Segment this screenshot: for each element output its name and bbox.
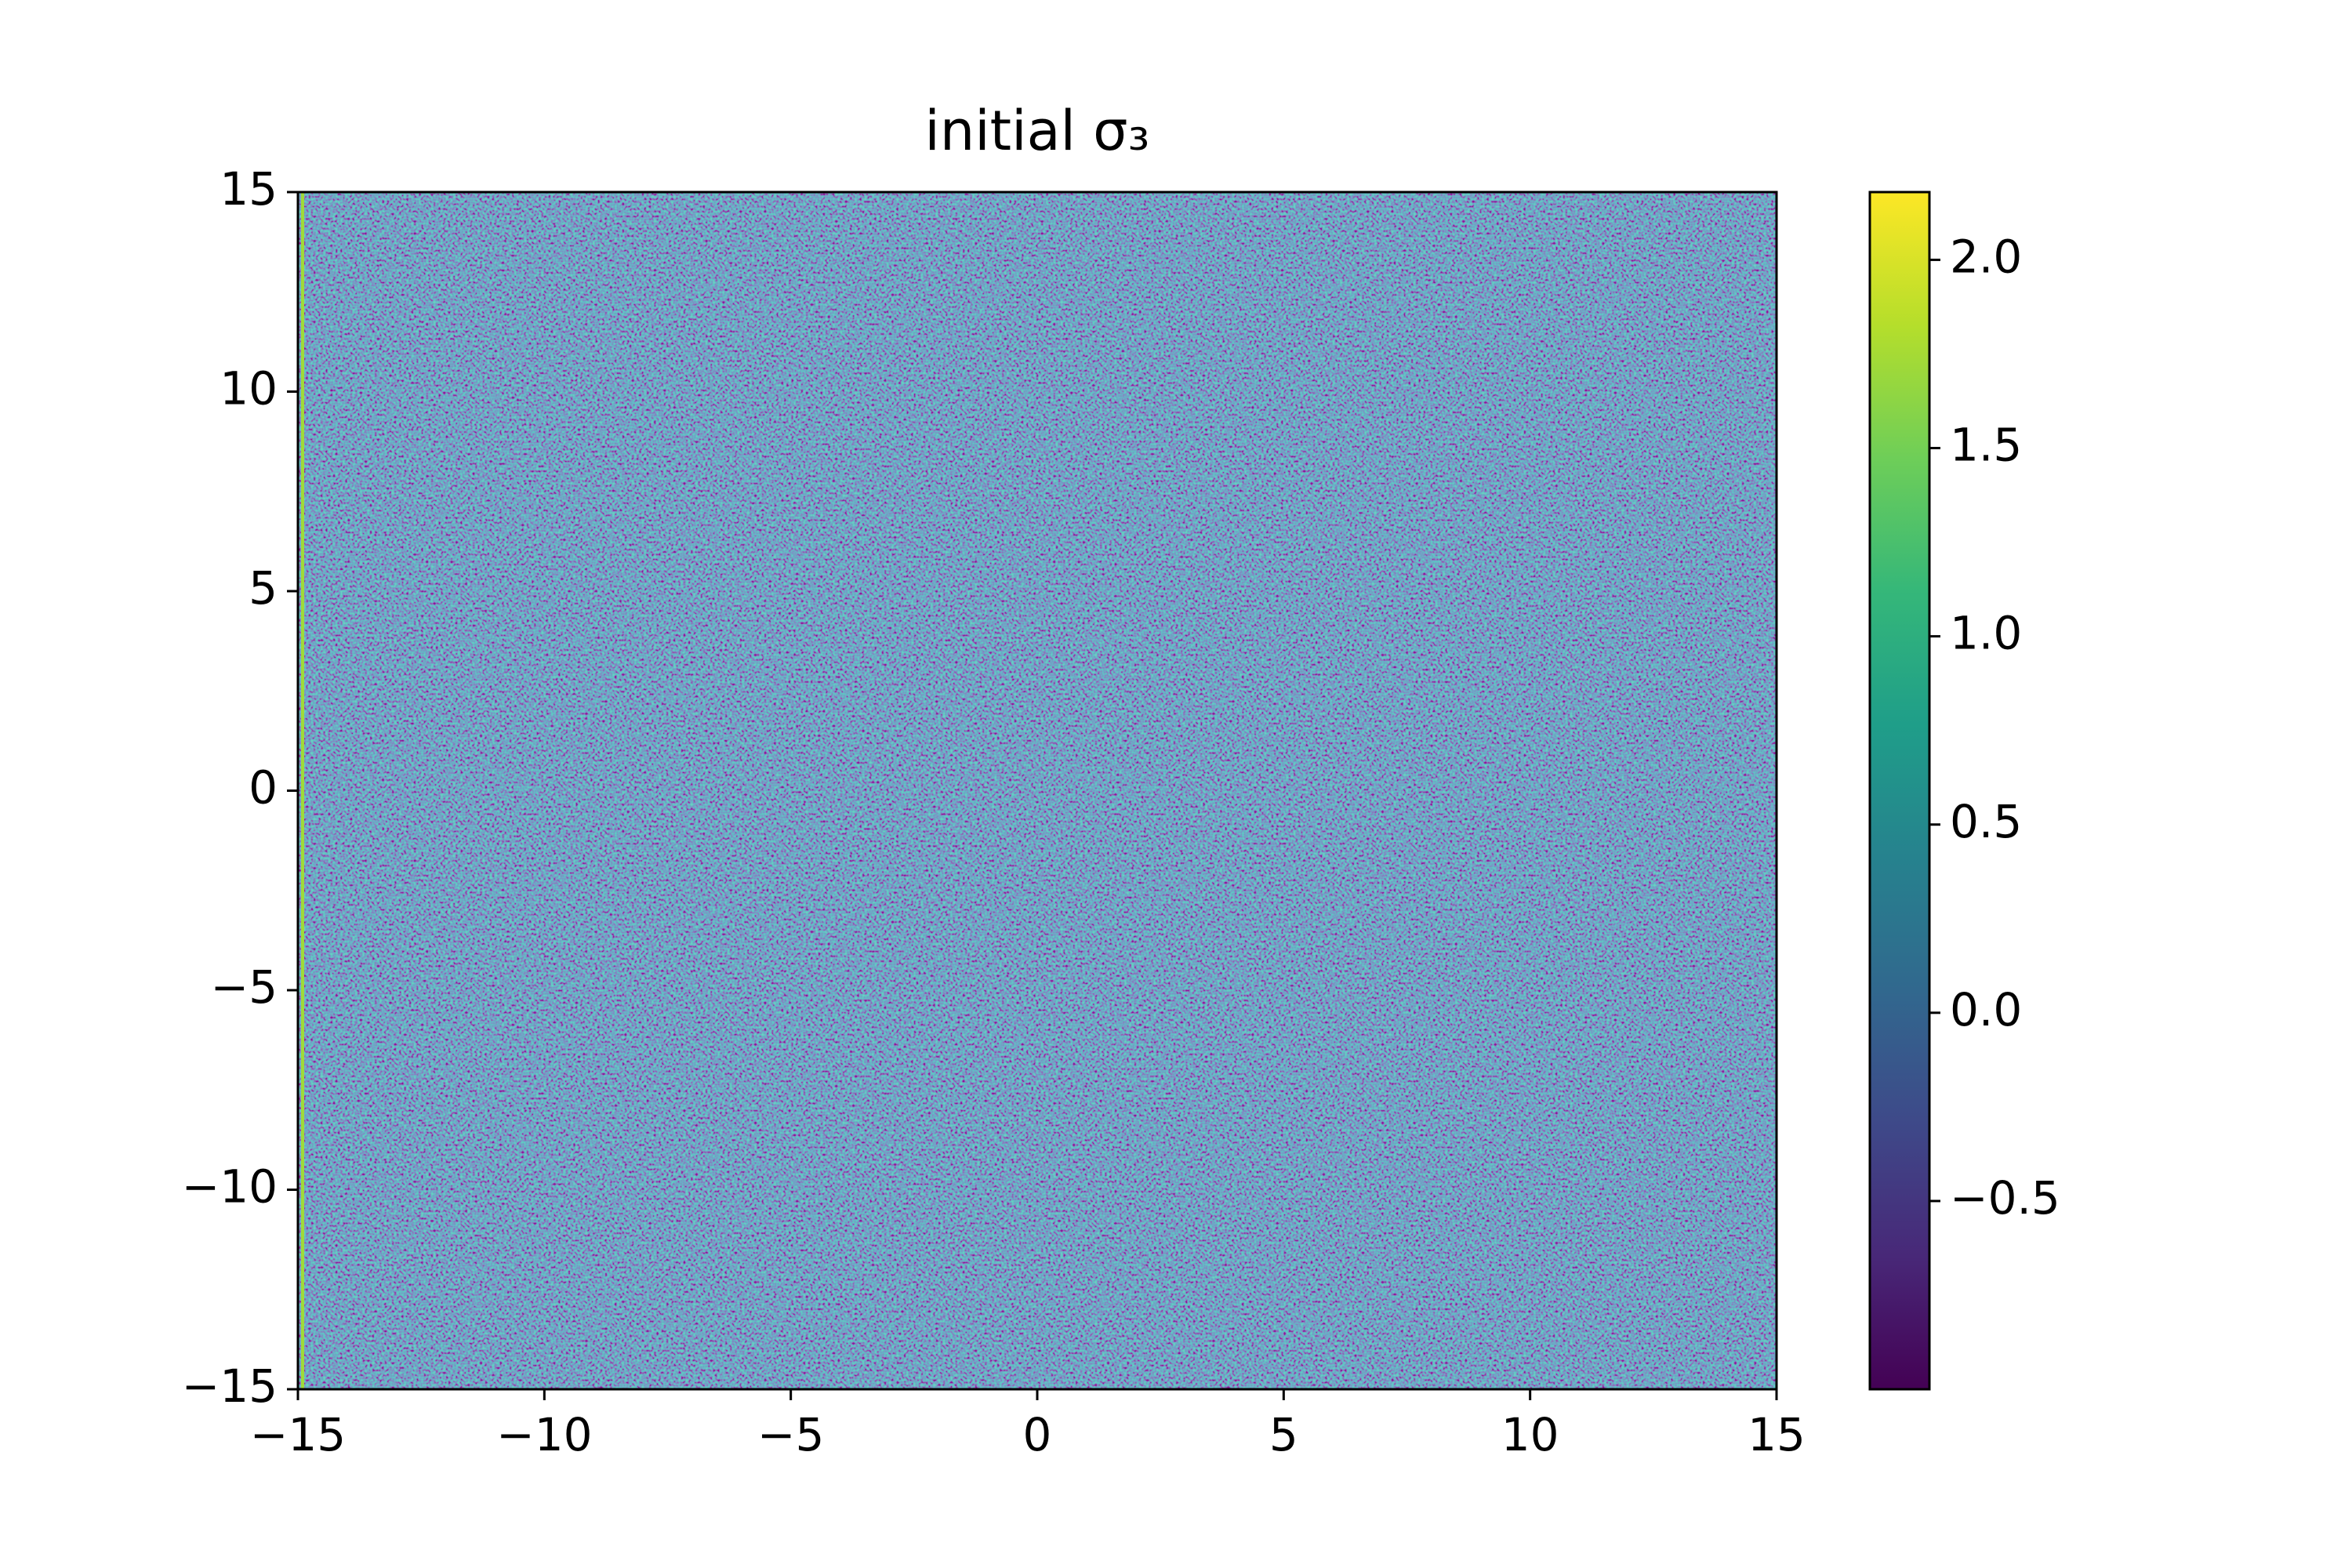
y-tick-label: 10 — [220, 362, 278, 416]
colorbar-tick-label: 1.5 — [1950, 419, 2022, 472]
colorbar-tick-label: 0.0 — [1950, 983, 2022, 1036]
y-tick-label: 0 — [249, 761, 278, 815]
x-tick-label: −10 — [496, 1408, 592, 1461]
y-tick-label: −5 — [211, 960, 278, 1014]
x-tick-label: 15 — [1748, 1408, 1806, 1461]
y-tick-label: −15 — [182, 1359, 278, 1413]
y-tick-label: −10 — [182, 1160, 278, 1214]
chart-title: initial σ₃ — [924, 99, 1149, 163]
colorbar-tick-label: 0.5 — [1950, 795, 2022, 848]
colorbar-tick-label: 2.0 — [1950, 230, 2022, 284]
colorbar-tick-label: 1.0 — [1950, 607, 2022, 660]
x-tick-label: 10 — [1501, 1408, 1559, 1461]
x-tick-label: 0 — [1023, 1408, 1052, 1461]
colorbar — [1868, 191, 1931, 1391]
x-tick-label: −5 — [757, 1408, 825, 1461]
y-tick-label: 15 — [220, 162, 278, 216]
y-tick-label: 5 — [249, 561, 278, 615]
x-tick-label: −15 — [250, 1408, 346, 1461]
x-tick-label: 5 — [1269, 1408, 1298, 1461]
edge-column — [301, 192, 304, 1389]
colorbar-tick-label: −0.5 — [1950, 1171, 2060, 1225]
heatmap-field — [298, 192, 1777, 1389]
